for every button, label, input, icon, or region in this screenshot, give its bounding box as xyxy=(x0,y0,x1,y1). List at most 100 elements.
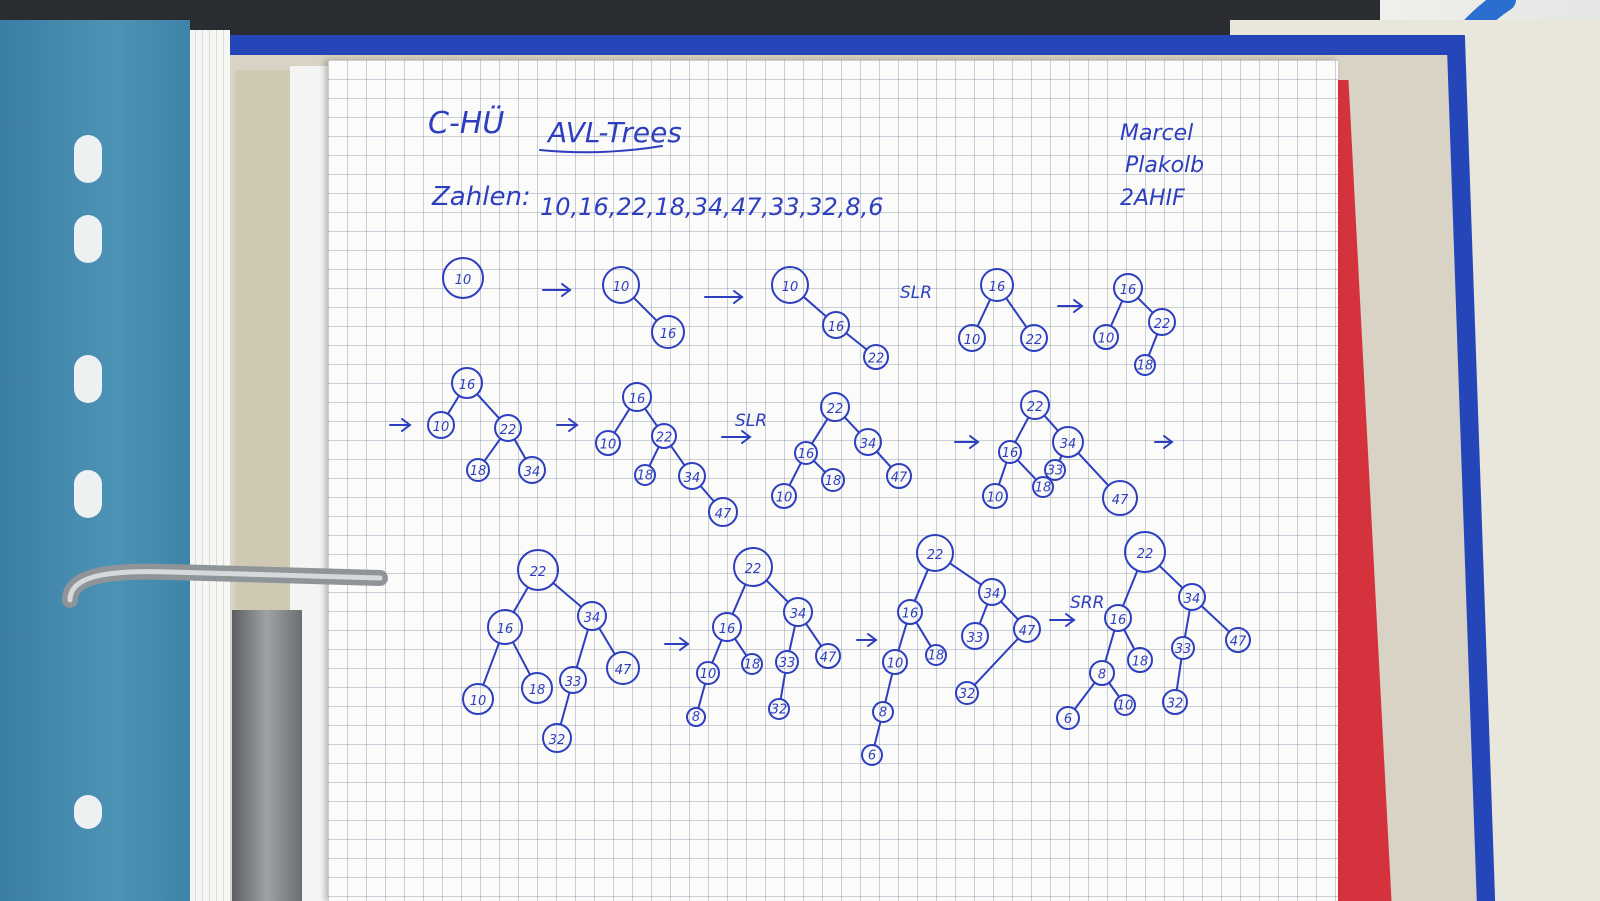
tree-node: 22 xyxy=(916,534,954,572)
tree-node: 16 xyxy=(622,382,652,412)
node-circle xyxy=(708,497,738,527)
node-value: 22 xyxy=(1026,333,1043,348)
tree-node: 10 xyxy=(958,324,986,352)
tree-edge xyxy=(648,445,660,468)
node-value: 22 xyxy=(1154,317,1171,332)
tree-edge xyxy=(482,641,501,686)
tree-edge xyxy=(1175,657,1183,692)
tree-edge xyxy=(511,641,532,676)
step-arrow xyxy=(389,418,412,432)
tree-node: 16 xyxy=(651,315,685,349)
node-value: 22 xyxy=(656,430,673,445)
tree-edge xyxy=(711,638,723,664)
tree-node: 47 xyxy=(1013,615,1041,643)
tree-node: 6 xyxy=(861,744,883,766)
tree-node: 10 xyxy=(982,483,1008,509)
node-circle xyxy=(595,430,621,456)
rotation-label-3: SRR xyxy=(1070,593,1104,613)
tree-node: 47 xyxy=(1102,480,1138,516)
node-circle xyxy=(442,257,484,299)
node-circle xyxy=(897,599,923,625)
node-value: 33 xyxy=(1175,642,1192,657)
tree-edge xyxy=(699,484,715,503)
tree-edge xyxy=(1123,628,1136,651)
tree-node: 33 xyxy=(775,650,799,674)
node-value: 10 xyxy=(887,656,904,671)
tree-edge xyxy=(1014,416,1030,444)
tree-edge xyxy=(1158,564,1184,590)
node-circle xyxy=(451,367,483,399)
node-circle xyxy=(651,423,677,449)
tree-edge xyxy=(845,332,868,351)
step-arrow xyxy=(1154,435,1174,449)
node-circle xyxy=(466,458,490,482)
tree-node: 32 xyxy=(955,681,979,705)
node-circle xyxy=(487,609,523,645)
node-value: 47 xyxy=(1112,493,1129,508)
punch-hole xyxy=(74,215,102,263)
tree-node: 16 xyxy=(712,612,742,642)
node-value: 10 xyxy=(470,694,487,709)
tree-node: 10 xyxy=(696,661,720,685)
node-value: 34 xyxy=(1184,592,1201,607)
tree-node: 33 xyxy=(559,666,587,694)
node-value: 6 xyxy=(868,749,876,764)
tree-step-11: 22 16 34 10 18 33 47 32 8 xyxy=(686,547,841,727)
tree-node: 10 xyxy=(1093,324,1119,350)
node-circle xyxy=(1134,354,1156,376)
tree-node: 34 xyxy=(577,601,607,631)
node-value: 16 xyxy=(719,622,736,637)
author-line-3: 2AHIF xyxy=(1120,186,1185,211)
node-circle xyxy=(494,414,522,442)
tree-node: 47 xyxy=(708,497,738,527)
tree-node: 22 xyxy=(1020,324,1048,352)
node-value: 22 xyxy=(530,565,547,580)
node-circle xyxy=(978,578,1006,606)
tree-edge xyxy=(512,586,529,614)
tree-node: 18 xyxy=(741,653,763,675)
grid-paper-sheet xyxy=(328,60,1338,901)
node-value: 16 xyxy=(828,320,845,335)
rotation-label-1: SLR xyxy=(900,283,932,303)
tree-node: 22 xyxy=(517,549,559,591)
node-value: 33 xyxy=(967,631,984,646)
node-value: 32 xyxy=(549,733,566,748)
node-value: 18 xyxy=(529,683,546,698)
blue-folder xyxy=(0,20,190,901)
node-circle xyxy=(1020,390,1050,420)
tree-edge xyxy=(731,583,747,616)
node-circle xyxy=(958,324,986,352)
node-value: 10 xyxy=(987,490,1004,505)
tree-node: 33 xyxy=(961,622,989,650)
node-circle xyxy=(1044,459,1066,481)
tree-edge xyxy=(802,295,828,318)
node-circle xyxy=(741,653,763,675)
node-circle xyxy=(651,315,685,349)
node-value: 22 xyxy=(868,351,885,366)
node-circle xyxy=(821,468,845,492)
tree-edge xyxy=(1005,297,1028,329)
tree-node: 18 xyxy=(821,468,845,492)
tree-edge xyxy=(788,624,796,653)
node-value: 22 xyxy=(927,548,944,563)
node-circle xyxy=(517,549,559,591)
node-value: 47 xyxy=(715,507,732,522)
tree-edge xyxy=(446,394,461,415)
node-value: 16 xyxy=(1120,283,1137,298)
rotation-label-2: SLR xyxy=(735,411,767,431)
tree-node: 18 xyxy=(1134,354,1156,376)
node-value: 10 xyxy=(613,280,630,295)
tree-node: 33 xyxy=(1171,636,1195,660)
tree-edge xyxy=(812,459,827,474)
step-arrow xyxy=(856,633,878,647)
tree-node: 18 xyxy=(521,672,553,704)
tree-node: 10 xyxy=(462,683,494,715)
tree-edge xyxy=(733,637,748,657)
tree-edge xyxy=(1043,414,1060,432)
node-circle xyxy=(602,266,640,304)
tree-step-1: 10 xyxy=(442,257,484,299)
node-circle xyxy=(863,344,889,370)
tree-step-9: 22 16 34 10 18 33 47 xyxy=(982,390,1138,516)
node-value: 10 xyxy=(433,420,450,435)
